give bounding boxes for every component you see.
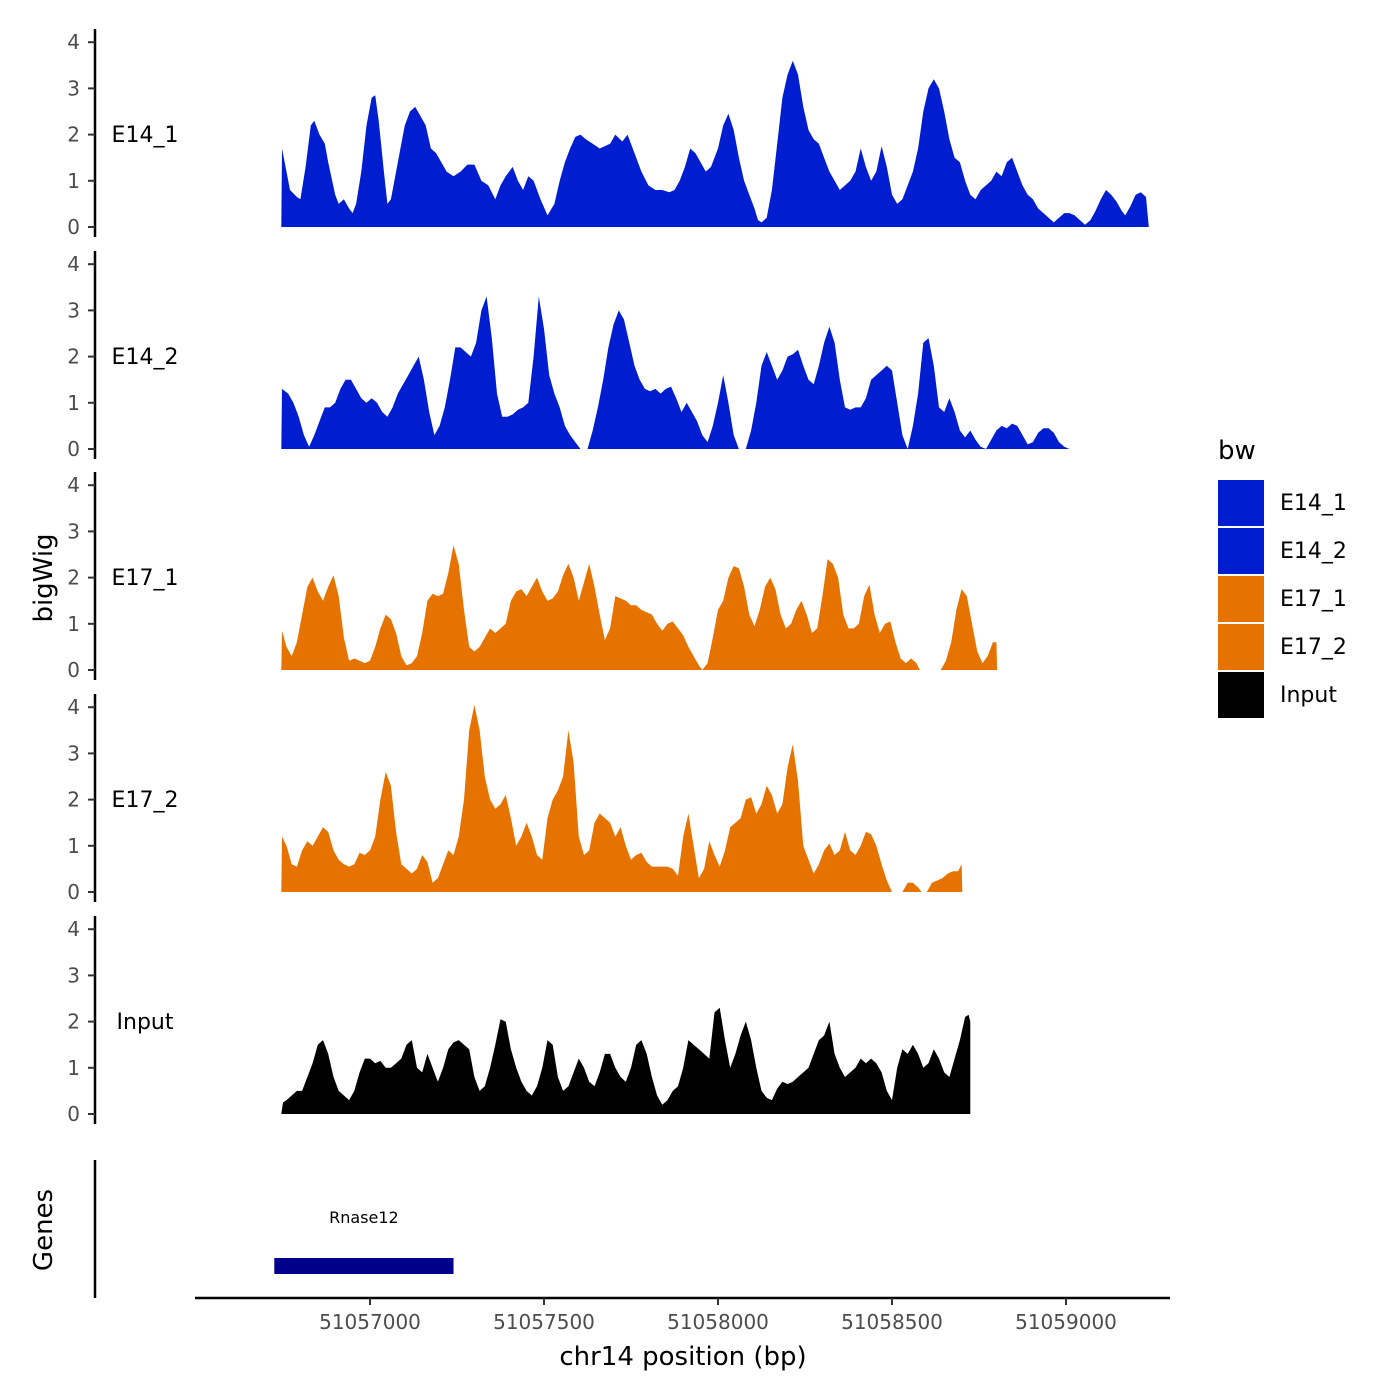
y-tick-label: 2 [67, 345, 80, 369]
coverage-area-e17_1 [281, 545, 998, 670]
legend-swatch-e17_2 [1218, 624, 1264, 670]
track-label: E14_2 [112, 345, 179, 370]
y-tick-label: 0 [67, 437, 80, 461]
y-tick-label: 0 [67, 880, 80, 904]
y-tick-label: 0 [67, 215, 80, 239]
y-tick-label: 2 [67, 123, 80, 147]
legend-label: E14_1 [1280, 491, 1347, 516]
y-tick-label: 2 [67, 788, 80, 812]
x-tick-label: 51058000 [667, 1310, 769, 1334]
coverage-area-input [281, 1007, 971, 1114]
gene-label: Rnase12 [329, 1208, 399, 1227]
legend-swatch-e14_1 [1218, 480, 1264, 526]
x-tick-label: 51058500 [841, 1310, 943, 1334]
y-tick-label: 4 [67, 473, 80, 497]
y-tick-label: 1 [67, 391, 80, 415]
legend-title: bw [1218, 436, 1256, 466]
y-tick-label: 1 [67, 169, 80, 193]
y-tick-label: 1 [67, 612, 80, 636]
x-tick-label: 51059000 [1015, 1310, 1117, 1334]
y-tick-label: 1 [67, 1056, 80, 1080]
track-e17_2: 0 1 2 3 4 E17_2 [67, 694, 963, 904]
track-input: 0 1 2 3 4 Input [67, 916, 971, 1126]
legend-label: E17_1 [1280, 587, 1347, 612]
track-label: Input [117, 1010, 174, 1035]
y-tick-label: 4 [67, 30, 80, 54]
y-tick-label: 0 [67, 658, 80, 682]
y-axis-title: bigWig [29, 533, 59, 622]
gene-body [274, 1258, 454, 1274]
y-tick-label: 4 [67, 252, 80, 276]
y-tick-label: 2 [67, 1010, 80, 1034]
track-e17_1: 0 1 2 3 4 E17_1 [67, 472, 998, 682]
legend-label: E17_2 [1280, 635, 1347, 660]
tracks-group: 0 1 2 3 4 E14_1 0 1 2 3 4 E14_2 0 1 2 3 4 E17_1 0 1 2 3 4 E17_2… [67, 29, 1149, 1126]
y-tick-label: 1 [67, 834, 80, 858]
y-tick-label: 4 [67, 695, 80, 719]
y-tick-label: 2 [67, 566, 80, 590]
x-axis: 51057000 51057500 51058000 51058500 51059000 [195, 1296, 1170, 1334]
track-label: E17_2 [112, 788, 179, 813]
track-label: E17_1 [112, 566, 179, 591]
legend-swatch-input [1218, 672, 1264, 718]
y-tick-label: 3 [67, 519, 80, 543]
y-tick-label: 3 [67, 76, 80, 100]
track-e14_1: 0 1 2 3 4 E14_1 [67, 29, 1149, 239]
x-tick-label: 51057500 [493, 1310, 595, 1334]
legend-label: Input [1280, 683, 1337, 708]
gene-track-title: Genes [29, 1189, 59, 1271]
x-tick-label: 51057000 [319, 1310, 421, 1334]
track-e14_2: 0 1 2 3 4 E14_2 [67, 251, 1070, 461]
y-tick-label: 3 [67, 298, 80, 322]
legend-swatch-e14_2 [1218, 528, 1264, 574]
y-tick-label: 4 [67, 917, 80, 941]
coverage-area-e14_2 [281, 296, 1070, 449]
gene-track: Genes Rnase12 [29, 1160, 454, 1298]
legend: bw E14_1 E14_2 E17_1 E17_2 Input [1218, 436, 1347, 718]
y-tick-label: 3 [67, 741, 80, 765]
track-label: E14_1 [112, 123, 179, 148]
legend-swatch-e17_1 [1218, 576, 1264, 622]
y-tick-label: 0 [67, 1102, 80, 1126]
coverage-area-e14_1 [281, 60, 1149, 228]
x-axis-title: chr14 position (bp) [559, 1342, 806, 1372]
legend-label: E14_2 [1280, 539, 1347, 564]
coverage-area-e17_2 [281, 704, 963, 892]
y-tick-label: 3 [67, 963, 80, 987]
